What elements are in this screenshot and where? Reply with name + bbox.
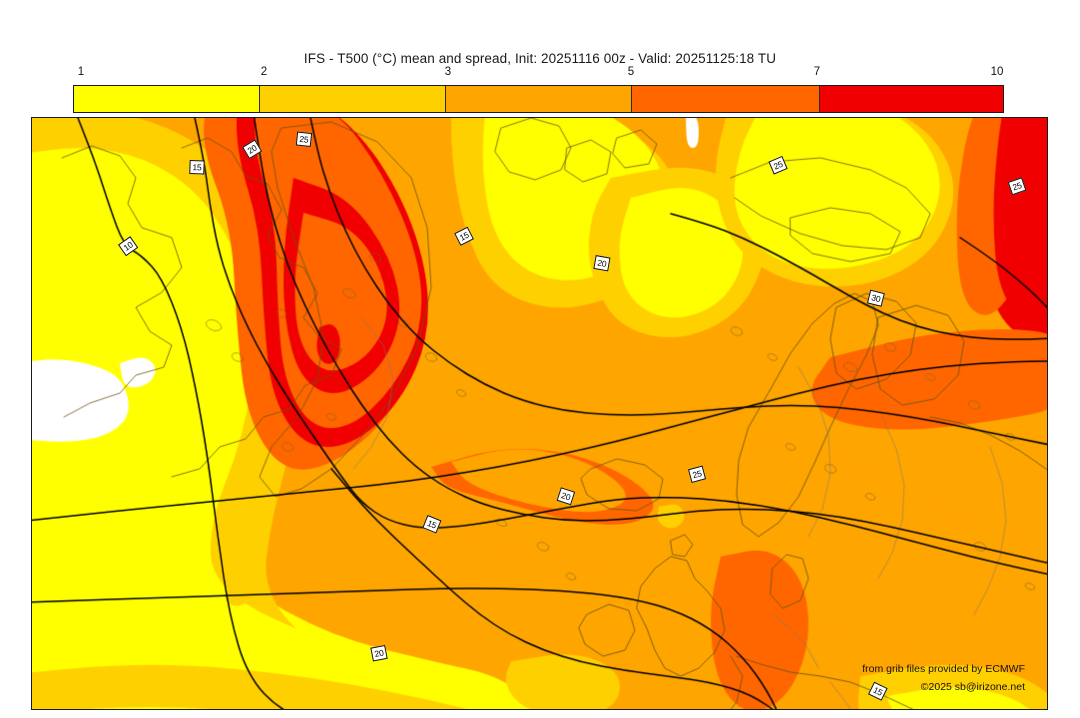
map-panel[interactable]: 10 15 20 25 15 20 25 30 25 20 25 15 20 15 from grib f…	[31, 117, 1048, 710]
colorbar-container: 1 2 3 5 7 10	[73, 66, 1004, 113]
copyright-attribution: ©2025 sb@irizone.net	[920, 681, 1025, 693]
colorbar	[73, 85, 1004, 113]
colorbar-segment-3-5	[446, 86, 632, 112]
colorbar-tick-10: 10	[990, 66, 1004, 78]
data-source-attribution: from grib files provided by ECMWF	[862, 663, 1025, 675]
colorbar-tick-3: 3	[444, 66, 452, 78]
colorbar-tick-5: 5	[627, 66, 635, 78]
contour-label: 20	[370, 644, 388, 662]
contour-label: 25	[295, 131, 313, 147]
colorbar-tick-1: 1	[77, 66, 85, 78]
contour-label: 20	[593, 255, 611, 271]
colorbar-segment-7-10	[820, 86, 1003, 112]
spread-heatmap-canvas	[32, 118, 1047, 709]
colorbar-segment-1-2	[74, 86, 260, 112]
colorbar-tick-7: 7	[813, 66, 821, 78]
page-title: IFS - T500 (°C) mean and spread, Init: 2…	[303, 51, 777, 66]
colorbar-segment-2-3	[259, 86, 447, 112]
colorbar-segment-5-7	[631, 86, 821, 112]
contour-label: 15	[189, 159, 205, 175]
colorbar-tick-2: 2	[260, 66, 268, 78]
